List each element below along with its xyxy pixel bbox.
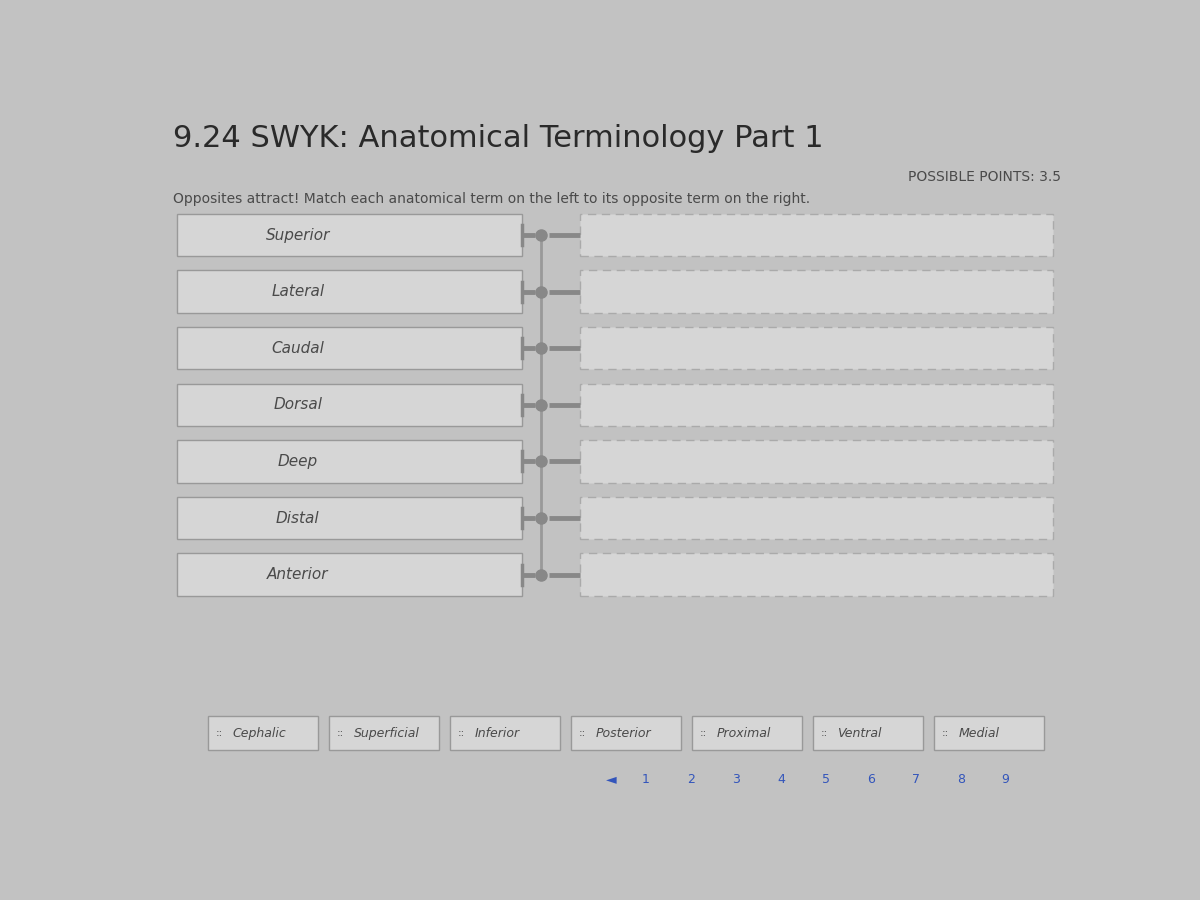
FancyBboxPatch shape — [178, 383, 522, 426]
FancyBboxPatch shape — [208, 716, 318, 751]
FancyBboxPatch shape — [580, 214, 1052, 256]
Text: ::: :: — [457, 728, 464, 738]
Text: Superficial: Superficial — [354, 726, 420, 740]
Text: 7: 7 — [912, 773, 919, 786]
FancyBboxPatch shape — [178, 497, 522, 539]
FancyBboxPatch shape — [178, 327, 522, 369]
Text: 9.24 SWYK: Anatomical Terminology Part 1: 9.24 SWYK: Anatomical Terminology Part 1 — [173, 124, 824, 153]
Text: 2: 2 — [688, 773, 695, 786]
Text: ::: :: — [821, 728, 828, 738]
FancyBboxPatch shape — [580, 327, 1052, 369]
Text: Posterior: Posterior — [595, 726, 652, 740]
Text: Anterior: Anterior — [268, 567, 329, 582]
FancyBboxPatch shape — [580, 440, 1052, 482]
Text: 4: 4 — [776, 773, 785, 786]
FancyBboxPatch shape — [934, 716, 1044, 751]
FancyBboxPatch shape — [580, 383, 1052, 426]
Text: 5: 5 — [822, 773, 830, 786]
FancyBboxPatch shape — [691, 716, 802, 751]
FancyBboxPatch shape — [580, 554, 1052, 596]
FancyBboxPatch shape — [812, 716, 923, 751]
FancyBboxPatch shape — [178, 214, 522, 256]
Text: ::: :: — [700, 728, 707, 738]
FancyBboxPatch shape — [178, 554, 522, 596]
FancyBboxPatch shape — [450, 716, 560, 751]
Text: Cephalic: Cephalic — [233, 726, 287, 740]
Text: 3: 3 — [732, 773, 740, 786]
Text: 1: 1 — [642, 773, 650, 786]
FancyBboxPatch shape — [329, 716, 439, 751]
FancyBboxPatch shape — [580, 497, 1052, 539]
Text: ::: :: — [216, 728, 223, 738]
FancyBboxPatch shape — [580, 271, 1052, 313]
Text: Lateral: Lateral — [271, 284, 324, 299]
Text: Ventral: Ventral — [838, 726, 882, 740]
Text: Inferior: Inferior — [475, 726, 520, 740]
Text: Superior: Superior — [265, 228, 330, 243]
Text: 6: 6 — [866, 773, 875, 786]
FancyBboxPatch shape — [571, 716, 680, 751]
FancyBboxPatch shape — [178, 440, 522, 482]
Text: Opposites attract! Match each anatomical term on the left to its opposite term o: Opposites attract! Match each anatomical… — [173, 192, 810, 206]
Text: Dorsal: Dorsal — [274, 397, 323, 412]
Text: ::: :: — [337, 728, 344, 738]
Text: POSSIBLE POINTS: 3.5: POSSIBLE POINTS: 3.5 — [907, 170, 1061, 184]
Text: ::: :: — [941, 728, 948, 738]
Text: Proximal: Proximal — [716, 726, 770, 740]
Text: Medial: Medial — [959, 726, 1000, 740]
Text: ◄: ◄ — [606, 772, 617, 787]
Text: Deep: Deep — [277, 454, 318, 469]
FancyBboxPatch shape — [178, 271, 522, 313]
Text: Distal: Distal — [276, 510, 319, 526]
Text: 8: 8 — [956, 773, 965, 786]
Text: ::: :: — [578, 728, 586, 738]
Text: 9: 9 — [1002, 773, 1009, 786]
Text: Caudal: Caudal — [271, 341, 324, 356]
